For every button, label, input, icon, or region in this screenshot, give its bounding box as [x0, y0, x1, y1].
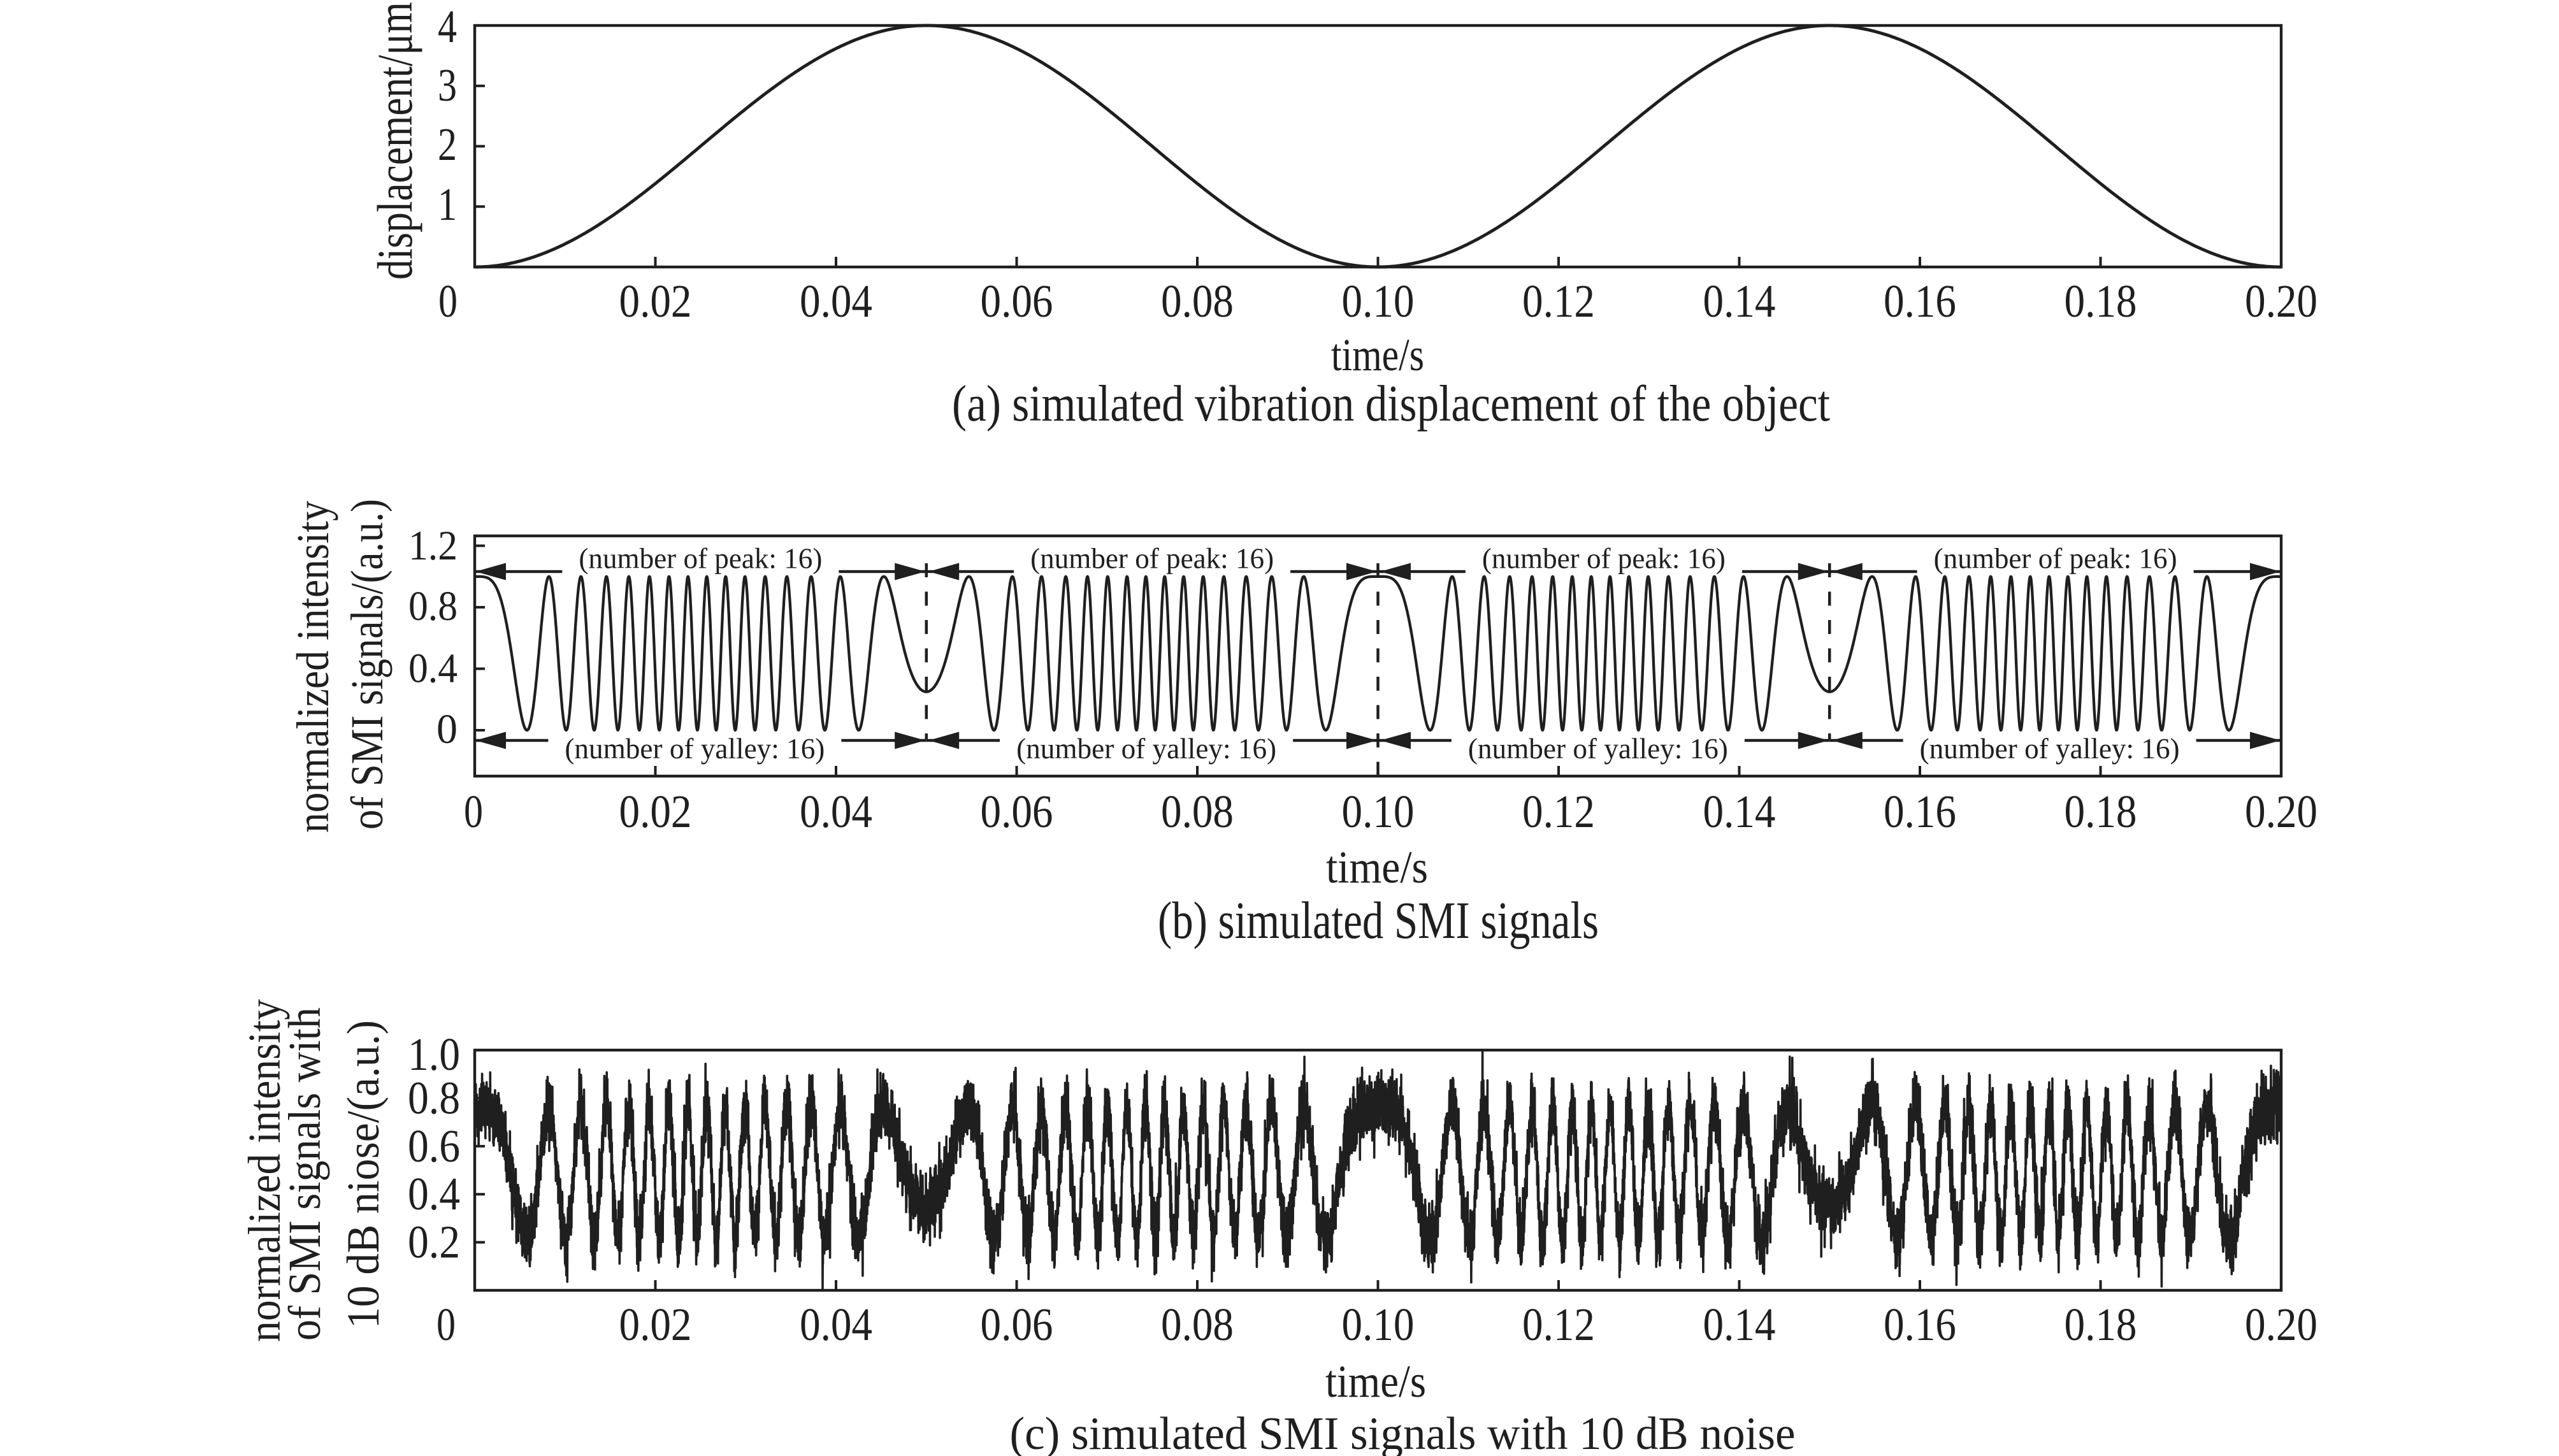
- svg-text:0.14: 0.14: [1703, 786, 1776, 837]
- svg-text:0.14: 0.14: [1703, 275, 1776, 327]
- svg-text:0.02: 0.02: [619, 786, 692, 837]
- svg-text:10 dB niose/(a.u.): 10 dB niose/(a.u.): [338, 1020, 389, 1329]
- svg-text:0.06: 0.06: [981, 786, 1053, 837]
- svg-text:0.08: 0.08: [1161, 275, 1234, 327]
- svg-text:0.02: 0.02: [619, 275, 692, 327]
- svg-text:0.02: 0.02: [619, 1299, 692, 1350]
- svg-text:2: 2: [438, 119, 457, 170]
- svg-text:(a) simulated vibration displa: (a) simulated vibration displacement of …: [952, 375, 1830, 432]
- svg-text:0.08: 0.08: [1161, 786, 1234, 837]
- svg-text:0.4: 0.4: [408, 645, 458, 692]
- svg-text:0.10: 0.10: [1342, 786, 1415, 837]
- svg-text:displacement/μm: displacement/μm: [367, 2, 422, 280]
- svg-text:normalized intensity: normalized intensity: [239, 999, 290, 1342]
- svg-text:(number of yalley: 16): (number of yalley: 16): [1016, 732, 1276, 765]
- svg-text:3: 3: [438, 59, 457, 111]
- svg-text:(number of peak: 16): (number of peak: 16): [1030, 542, 1274, 575]
- svg-text:time/s: time/s: [1325, 1356, 1426, 1407]
- svg-text:0.18: 0.18: [2065, 1299, 2137, 1350]
- svg-text:0.8: 0.8: [408, 1072, 460, 1123]
- svg-text:(number of peak: 16): (number of peak: 16): [579, 542, 822, 575]
- svg-text:0.12: 0.12: [1522, 275, 1595, 327]
- svg-text:0.16: 0.16: [1884, 1299, 1956, 1350]
- svg-text:0: 0: [464, 786, 483, 837]
- svg-text:0.08: 0.08: [1161, 1299, 1234, 1350]
- svg-text:of SMI signals with: of SMI signals with: [279, 1007, 330, 1341]
- svg-text:0: 0: [436, 706, 458, 753]
- svg-text:(number of peak: 16): (number of peak: 16): [1482, 542, 1726, 575]
- svg-text:(number of peak: 16): (number of peak: 16): [1934, 542, 2177, 575]
- svg-text:(c) simulated SMI signals with: (c) simulated SMI signals with 10 dB noi…: [1010, 1408, 1796, 1456]
- svg-text:0.06: 0.06: [981, 1299, 1053, 1350]
- svg-text:0.12: 0.12: [1522, 786, 1595, 837]
- svg-text:(number of yalley: 16): (number of yalley: 16): [1468, 732, 1728, 765]
- svg-text:1: 1: [438, 178, 457, 230]
- svg-text:0.04: 0.04: [800, 1299, 872, 1350]
- svg-text:0.20: 0.20: [2245, 1299, 2318, 1350]
- svg-text:0.18: 0.18: [2065, 275, 2137, 327]
- svg-text:0.4: 0.4: [408, 1168, 460, 1220]
- svg-text:0.18: 0.18: [2065, 786, 2137, 837]
- svg-text:of SMI signals/(a.u.): of SMI signals/(a.u.): [342, 499, 393, 830]
- svg-text:0.04: 0.04: [800, 786, 872, 837]
- svg-text:0.10: 0.10: [1342, 275, 1415, 327]
- svg-text:0.14: 0.14: [1703, 1299, 1776, 1350]
- svg-text:(b) simulated SMI signals: (b) simulated SMI signals: [1158, 891, 1599, 949]
- svg-text:0.8: 0.8: [408, 583, 458, 630]
- svg-text:0.16: 0.16: [1884, 786, 1956, 837]
- svg-text:0.10: 0.10: [1342, 1299, 1415, 1350]
- svg-text:0.6: 0.6: [408, 1120, 460, 1172]
- svg-text:0.06: 0.06: [981, 275, 1053, 327]
- svg-text:0.12: 0.12: [1522, 1299, 1595, 1350]
- svg-text:0.04: 0.04: [800, 275, 872, 327]
- svg-text:normalized intensity: normalized intensity: [287, 501, 338, 833]
- svg-text:0: 0: [438, 275, 458, 327]
- svg-text:time/s: time/s: [1331, 329, 1424, 380]
- svg-text:1.2: 1.2: [408, 523, 458, 569]
- svg-text:(number of yalley: 16): (number of yalley: 16): [1920, 732, 2180, 765]
- svg-text:0.2: 0.2: [408, 1216, 460, 1268]
- svg-text:(number of yalley: 16): (number of yalley: 16): [565, 732, 825, 765]
- svg-text:time/s: time/s: [1326, 842, 1428, 893]
- svg-text:0: 0: [436, 1299, 456, 1350]
- svg-text:0.16: 0.16: [1884, 275, 1956, 327]
- svg-text:0.20: 0.20: [2245, 786, 2318, 837]
- svg-text:1.0: 1.0: [408, 1028, 460, 1080]
- svg-text:0.20: 0.20: [2245, 275, 2318, 327]
- svg-text:4: 4: [438, 1, 457, 52]
